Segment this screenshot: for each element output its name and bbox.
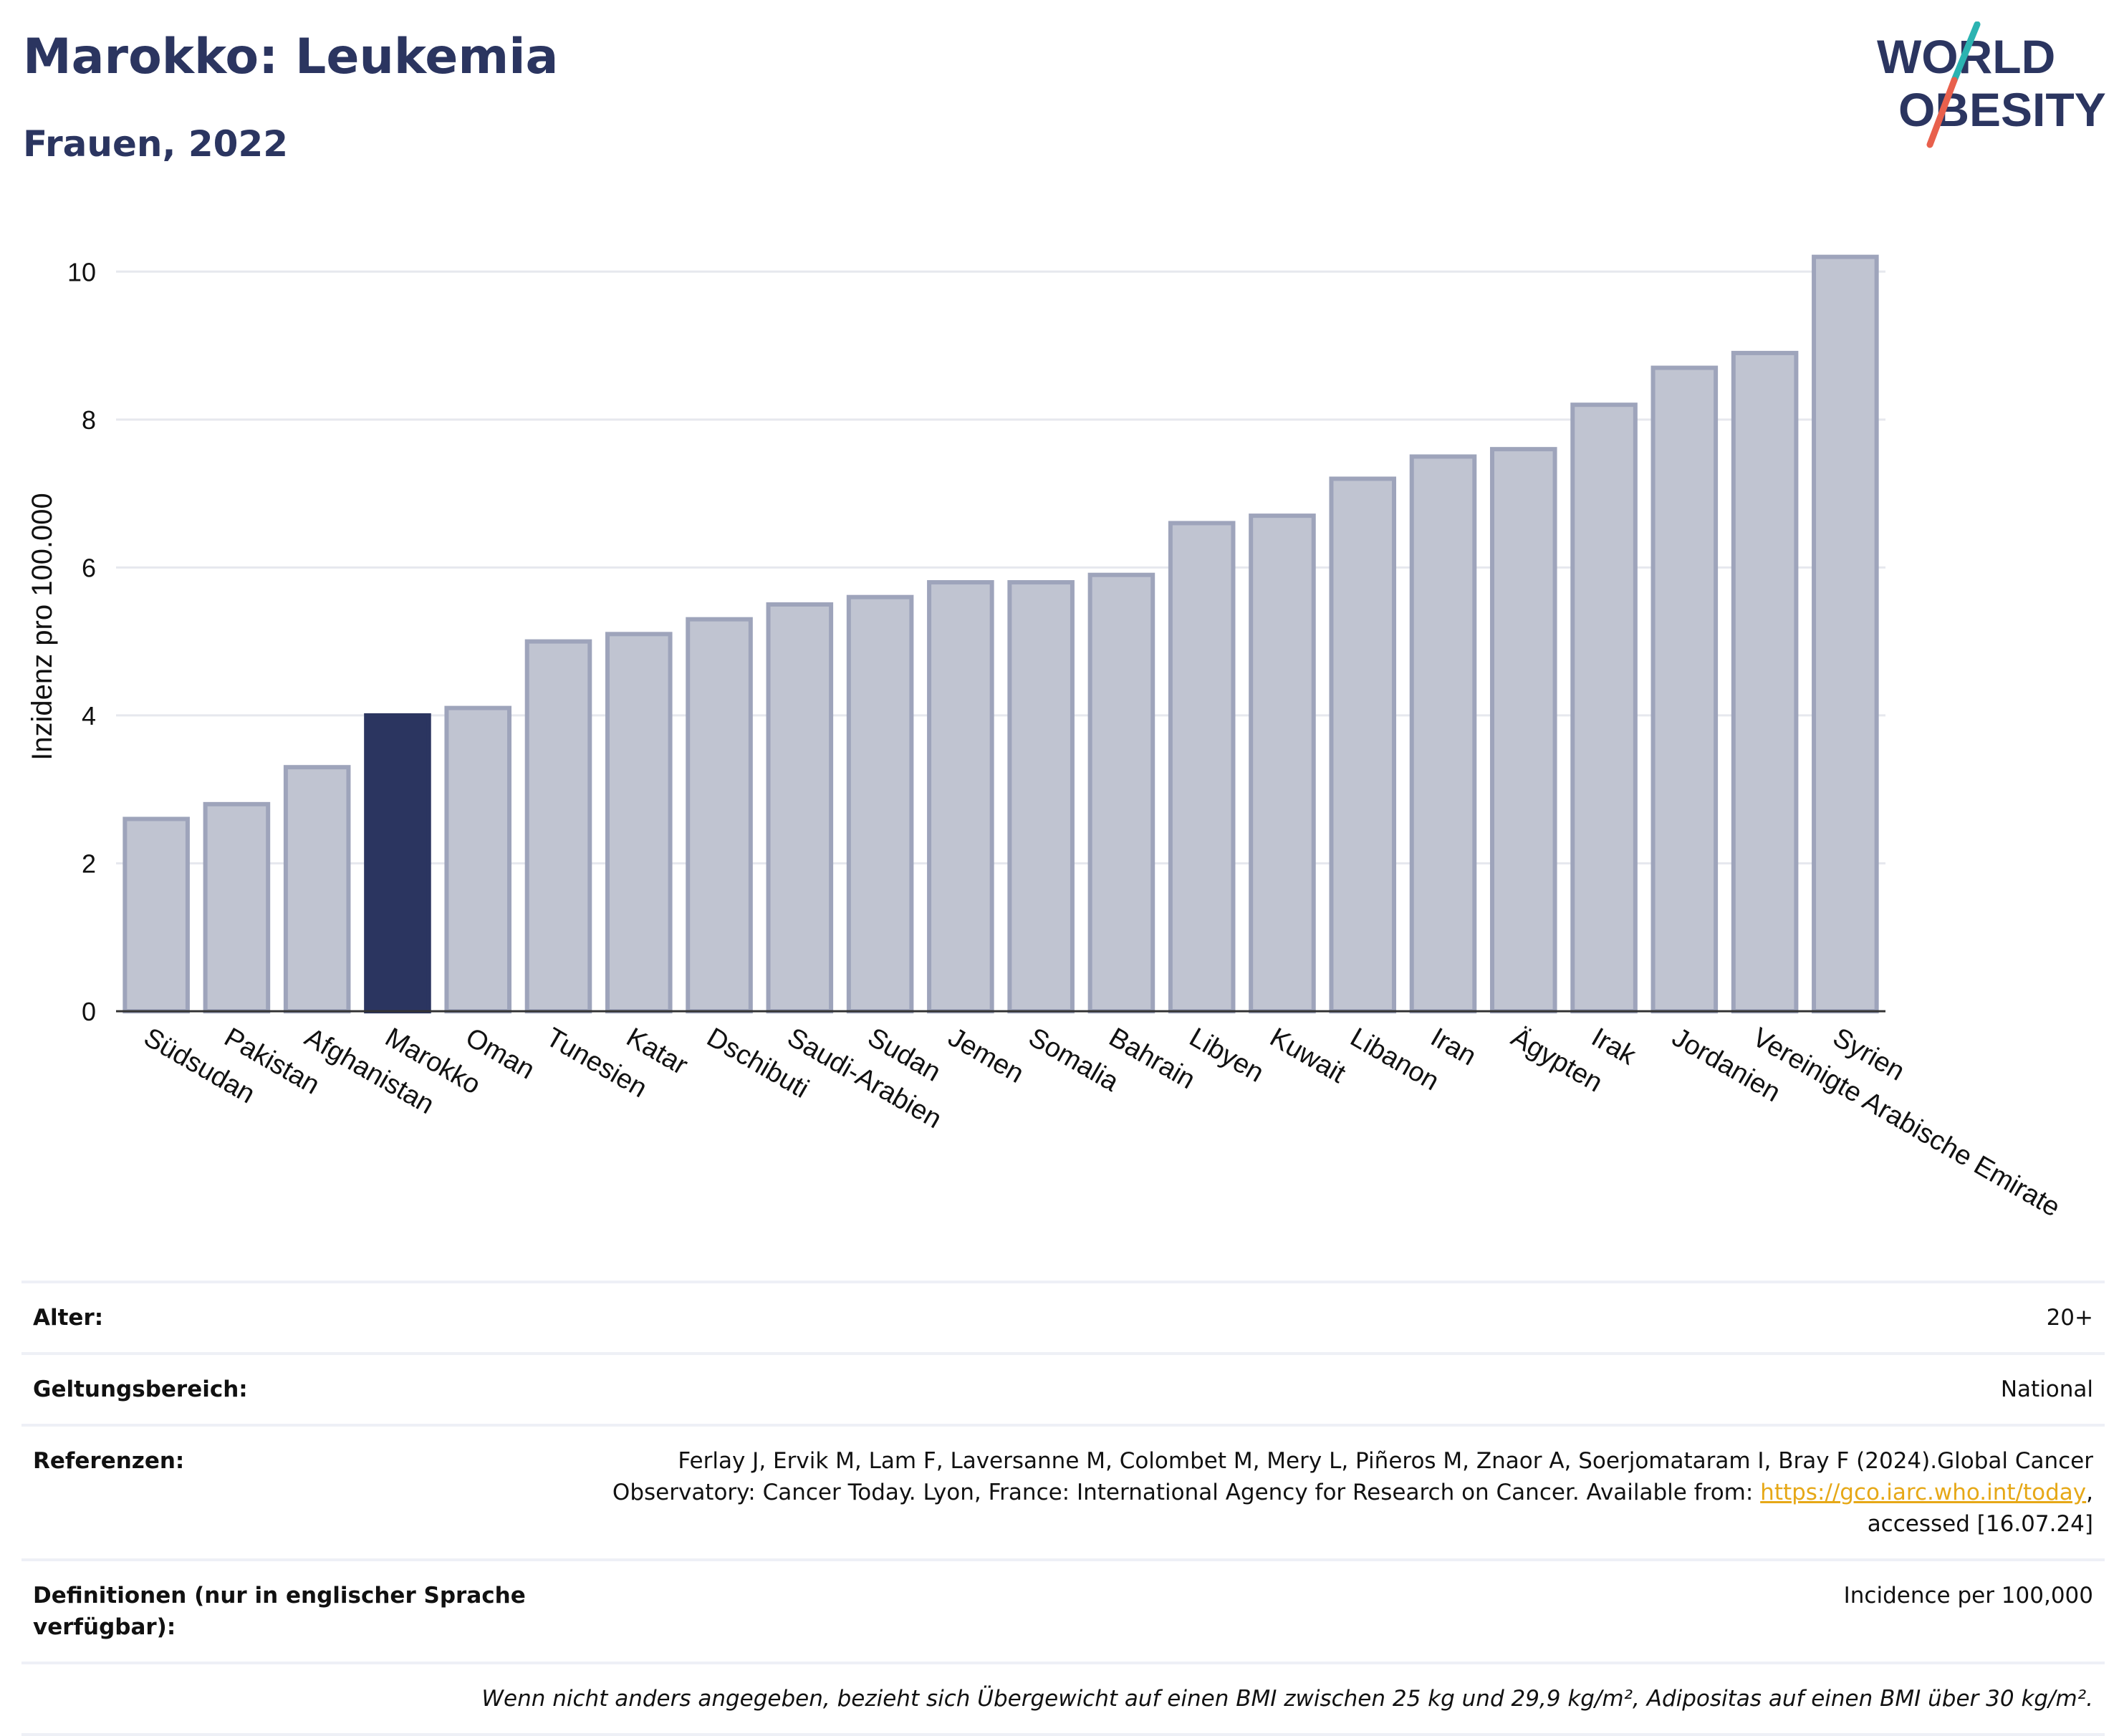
reference-text-3: , — [2086, 1480, 2093, 1505]
bar-pakistan — [203, 801, 271, 1013]
bar-somalia — [1007, 580, 1075, 1013]
y-tick-label: 8 — [82, 405, 96, 435]
x-tick-label: Bahrain — [1104, 1022, 1200, 1095]
age-value: 20+ — [546, 1281, 2105, 1354]
bar-jordanien — [1650, 365, 1719, 1014]
reference-link[interactable]: https://gco.iarc.who.int/today — [1760, 1480, 2087, 1505]
bars-layer — [122, 254, 1879, 1014]
bar-ägypten — [1489, 447, 1557, 1013]
bar-sudan — [846, 594, 914, 1013]
meta-row-references: Referenzen: Ferlay J, Ervik M, Lam F, La… — [21, 1424, 2105, 1560]
metadata-table: Alter: 20+ Geltungsbereich: National Ref… — [21, 1281, 2105, 1736]
bar-libanon — [1329, 476, 1397, 1013]
x-tick-label: Kuwait — [1264, 1022, 1350, 1089]
logo-slash-bottom — [1926, 77, 1958, 148]
reference-text-4: accessed [16.07.24] — [1867, 1511, 2093, 1537]
x-tick-label: Somalia — [1024, 1022, 1125, 1097]
bar-jemen — [927, 580, 994, 1013]
bar-afghanistan — [283, 765, 351, 1013]
reference-text-2: Observatory: Cancer Today. Lyon, France:… — [612, 1480, 1761, 1505]
bar-irak — [1570, 402, 1638, 1013]
bar-oman — [444, 705, 512, 1013]
bar-südsudan — [122, 816, 190, 1013]
reference-text-1: Ferlay J, Ervik M, Lam F, Laversanne M, … — [678, 1448, 2093, 1474]
y-tick-label: 10 — [67, 257, 96, 286]
world-obesity-logo: WORLD OBESITY — [1877, 21, 2106, 148]
x-tick-label: Vereinigte Arabische Emirate — [1747, 1022, 2065, 1223]
bar-chart: 0 2 4 6 8 10 SüdsudanPakistanAfghanistanMarok… — [27, 254, 2065, 1223]
definitions-value: Incidence per 100,000 — [546, 1558, 2105, 1663]
chart-subtitle: Frauen, 2022 — [23, 123, 289, 165]
y-tick-label: 2 — [82, 849, 96, 878]
y-axis-label: Inzidenz pro 100.000 — [27, 493, 58, 761]
logo-slash-top — [1951, 21, 1981, 84]
x-tick-label: Jemen — [943, 1022, 1029, 1089]
logo-text-obesity: OBESITY — [1898, 83, 2106, 136]
bar-syrien — [1812, 254, 1879, 1014]
bar-saudi-arabien — [766, 602, 834, 1013]
x-tick-label: Ägypten — [1506, 1022, 1608, 1098]
bar-bahrain — [1087, 572, 1155, 1013]
bar-marokko — [364, 713, 431, 1014]
bar-vereinigte-arabische-emirate — [1731, 350, 1799, 1013]
meta-row-scope: Geltungsbereich: National — [21, 1352, 2105, 1425]
meta-row-age: Alter: 20+ — [21, 1281, 2105, 1354]
x-tick-label: Libyen — [1184, 1022, 1269, 1088]
y-tick-label: 4 — [82, 701, 96, 730]
age-label: Alter: — [21, 1281, 546, 1354]
references-label: Referenzen: — [21, 1424, 546, 1560]
y-tick-label: 0 — [82, 997, 96, 1026]
bar-tunesien — [524, 639, 592, 1013]
y-tick-labels: 0 2 4 6 8 10 — [67, 257, 96, 1026]
chart-title: Marokko: Leukemia — [23, 29, 559, 85]
bar-kuwait — [1249, 513, 1316, 1014]
bar-katar — [605, 632, 673, 1013]
scope-value: National — [546, 1352, 2105, 1425]
references-value: Ferlay J, Ervik M, Lam F, Laversanne M, … — [546, 1424, 2105, 1560]
definitions-label: Definitionen (nur in englischer Sprache … — [21, 1558, 546, 1663]
bar-dschibuti — [686, 617, 753, 1013]
x-tick-label: Libanon — [1345, 1022, 1444, 1096]
meta-row-note: Wenn nicht anders angegeben, bezieht sic… — [21, 1662, 2105, 1736]
scope-label: Geltungsbereich: — [21, 1352, 546, 1425]
bar-iran — [1409, 454, 1477, 1013]
y-tick-label: 6 — [82, 553, 96, 582]
meta-row-definitions: Definitionen (nur in englischer Sprache … — [21, 1558, 2105, 1663]
bar-libyen — [1168, 521, 1236, 1013]
bmi-note: Wenn nicht anders angegeben, bezieht sic… — [21, 1662, 2105, 1736]
